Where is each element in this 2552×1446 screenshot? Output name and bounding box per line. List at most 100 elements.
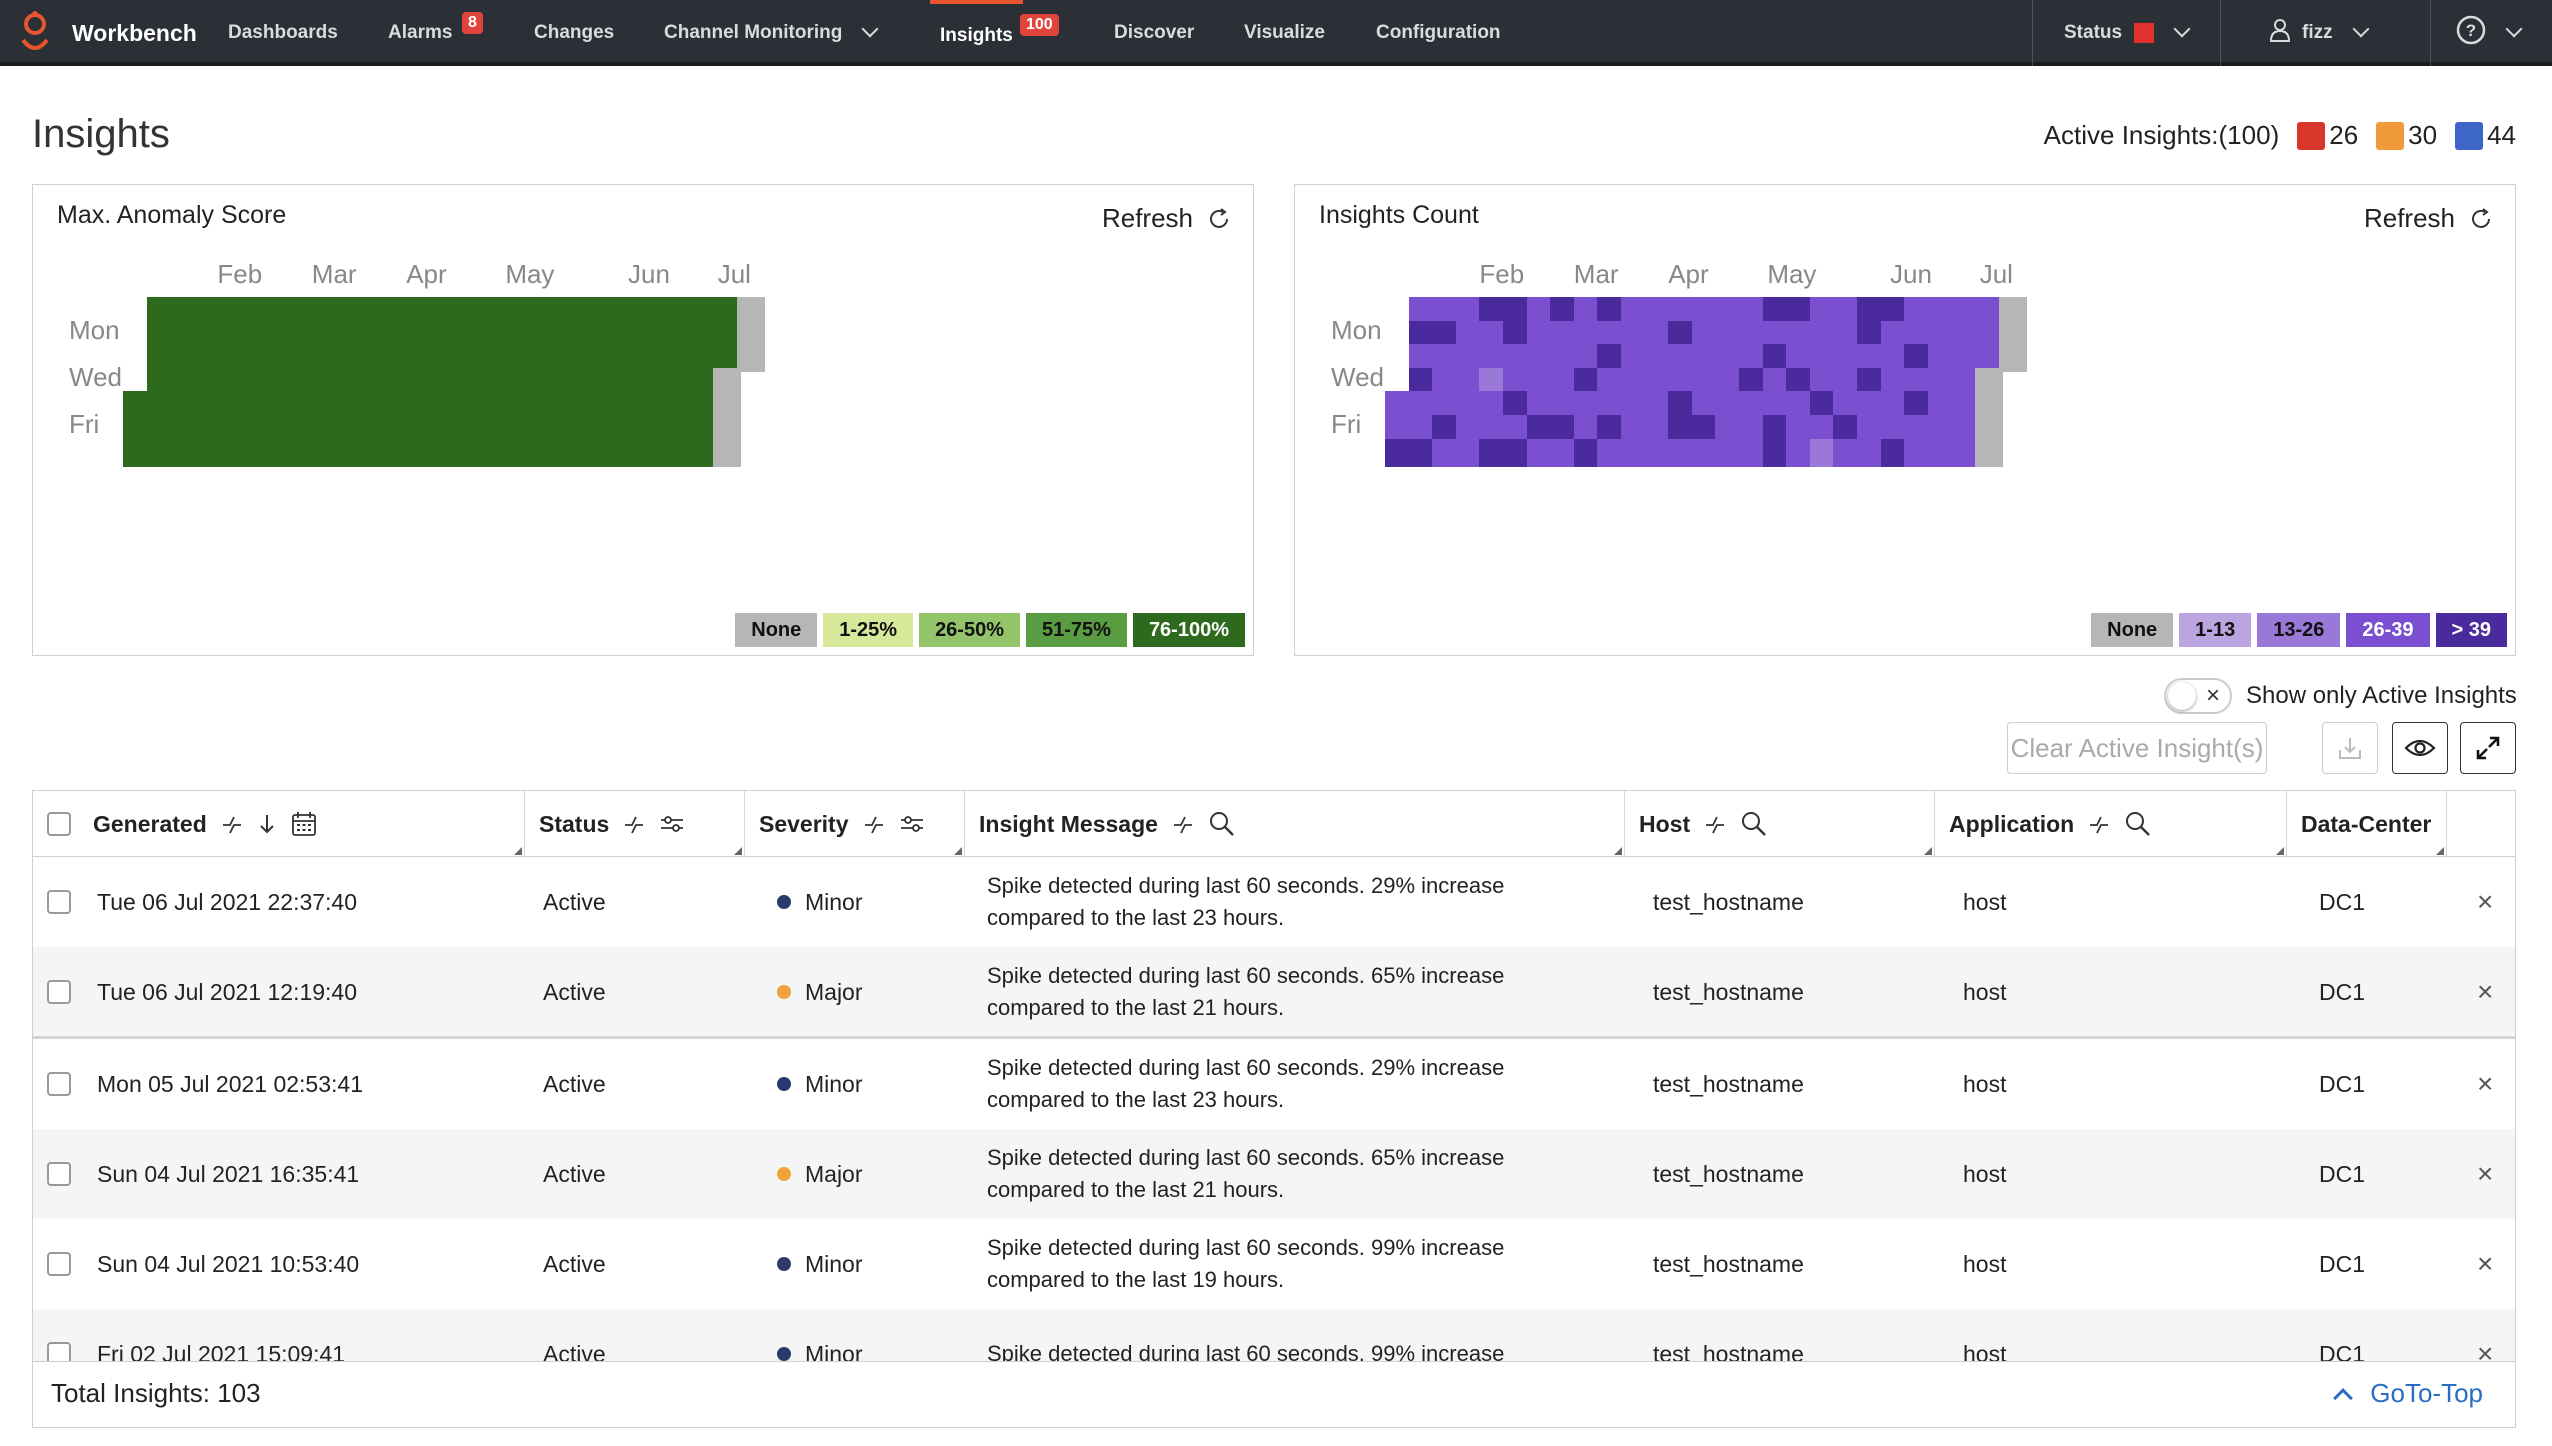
resize-handle[interactable] — [514, 847, 522, 855]
heatmap-cell[interactable] — [1550, 320, 1579, 349]
heatmap-cell[interactable] — [1668, 415, 1697, 443]
heatmap-cell[interactable] — [689, 438, 718, 467]
heatmap-cell[interactable] — [736, 344, 765, 373]
nav-user-menu[interactable]: fizz — [2269, 0, 2370, 66]
heatmap-cell[interactable] — [1762, 415, 1791, 443]
heatmap-cell[interactable] — [170, 320, 199, 349]
heatmap-cell[interactable] — [429, 438, 458, 467]
heatmap-cell[interactable] — [193, 320, 222, 349]
heatmap-cell[interactable] — [1526, 391, 1555, 420]
filter-settings-icon[interactable] — [659, 813, 685, 835]
heatmap-cell[interactable] — [288, 438, 317, 467]
heatmap-cell[interactable] — [477, 438, 505, 467]
heatmap-cell[interactable] — [1951, 415, 1980, 443]
heatmap-cell[interactable] — [1597, 391, 1626, 420]
heatmap-cell[interactable] — [1927, 320, 1956, 349]
heatmap-cell[interactable] — [429, 415, 458, 443]
heatmap-cell[interactable] — [335, 344, 364, 373]
heatmap-cell[interactable] — [241, 438, 269, 467]
heatmap-cell[interactable] — [1526, 438, 1555, 467]
heatmap-cell[interactable] — [217, 415, 246, 443]
heatmap-cell[interactable] — [689, 297, 718, 325]
nav-status-menu[interactable]: Status — [2064, 0, 2191, 66]
filter-icon[interactable] — [623, 813, 645, 835]
heatmap-cell[interactable] — [382, 391, 411, 420]
heatmap-cell[interactable] — [123, 391, 151, 420]
heatmap-cell[interactable] — [1432, 391, 1461, 420]
heatmap-cell[interactable] — [1479, 438, 1508, 467]
heatmap-cell[interactable] — [595, 367, 623, 396]
heatmap-cell[interactable] — [264, 297, 293, 325]
heatmap-cell[interactable] — [1739, 297, 1767, 325]
clear-active-insights-button[interactable]: Clear Active Insight(s) — [2007, 722, 2267, 774]
heatmap-cell[interactable] — [193, 438, 222, 467]
heatmap-cell[interactable] — [1715, 415, 1744, 443]
heatmap-cell[interactable] — [1432, 367, 1461, 396]
heatmap-cell[interactable] — [1644, 320, 1673, 349]
heatmap-cell[interactable] — [500, 344, 529, 373]
heatmap-cell[interactable] — [1644, 438, 1673, 467]
active-only-toggle[interactable]: × — [2164, 678, 2232, 714]
heatmap-cell[interactable] — [1762, 438, 1791, 467]
heatmap-cell[interactable] — [1503, 415, 1531, 443]
heatmap-cell[interactable] — [429, 320, 458, 349]
heatmap-cell[interactable] — [170, 367, 199, 396]
close-icon[interactable]: × — [2477, 1158, 2494, 1189]
heatmap-cell[interactable] — [713, 391, 741, 420]
row-checkbox[interactable] — [47, 890, 71, 914]
heatmap-cell[interactable] — [1951, 344, 1980, 373]
heatmap-cell[interactable] — [288, 391, 317, 420]
heatmap-cell[interactable] — [123, 415, 151, 443]
heatmap-cell[interactable] — [1857, 367, 1885, 396]
heatmap-cell[interactable] — [382, 344, 411, 373]
brand[interactable]: Workbench — [18, 0, 197, 66]
download-button[interactable] — [2322, 722, 2378, 774]
heatmap-cell[interactable] — [500, 297, 529, 325]
heatmap-cell[interactable] — [477, 391, 505, 420]
heatmap-cell[interactable] — [382, 367, 411, 396]
heatmap-cell[interactable] — [1998, 320, 2027, 349]
heatmap-cell[interactable] — [642, 297, 671, 325]
heatmap-cell[interactable] — [1975, 297, 2003, 325]
heatmap-cell[interactable] — [1975, 415, 2003, 443]
heatmap-cell[interactable] — [288, 344, 317, 373]
heatmap-cell[interactable] — [359, 391, 387, 420]
heatmap-cell[interactable] — [264, 320, 293, 349]
heatmap-cell[interactable] — [1479, 391, 1508, 420]
heatmap-cell[interactable] — [1975, 367, 2003, 396]
heatmap-cell[interactable] — [595, 320, 623, 349]
heatmap-cell[interactable] — [193, 344, 222, 373]
heatmap-cell[interactable] — [1691, 367, 1720, 396]
heatmap-cell[interactable] — [429, 344, 458, 373]
heatmap-cell[interactable] — [713, 344, 741, 373]
heatmap-cell[interactable] — [1621, 391, 1649, 420]
filter-icon[interactable] — [1172, 813, 1194, 835]
heatmap-cell[interactable] — [429, 391, 458, 420]
heatmap-cell[interactable] — [1809, 344, 1838, 373]
heatmap-cell[interactable] — [1691, 391, 1720, 420]
heatmap-cell[interactable] — [618, 344, 647, 373]
nav-discover[interactable]: Discover — [1114, 0, 1194, 66]
heatmap-cell[interactable] — [713, 367, 741, 396]
heatmap-cell[interactable] — [1833, 367, 1862, 396]
heatmap-cell[interactable] — [571, 367, 600, 396]
heatmap-cell[interactable] — [146, 320, 175, 349]
heatmap-cell[interactable] — [1833, 297, 1862, 325]
heatmap-cell[interactable] — [193, 391, 222, 420]
heatmap-cell[interactable] — [241, 391, 269, 420]
heatmap-cell[interactable] — [1975, 344, 2003, 373]
heatmap-cell[interactable] — [1904, 438, 1933, 467]
heatmap-cell[interactable] — [1951, 297, 1980, 325]
column-data-center[interactable]: Data-Center — [2287, 791, 2447, 857]
calendar-icon[interactable] — [291, 811, 317, 837]
filter-settings-icon[interactable] — [899, 813, 925, 835]
heatmap-cell[interactable] — [288, 415, 317, 443]
heatmap-cell[interactable] — [1597, 367, 1626, 396]
heatmap-cell[interactable] — [1573, 320, 1602, 349]
heatmap-cell[interactable] — [264, 391, 293, 420]
nav-visualize[interactable]: Visualize — [1244, 0, 1325, 66]
heatmap-cell[interactable] — [571, 320, 600, 349]
column-application[interactable]: Application — [1935, 791, 2287, 857]
heatmap-cell[interactable] — [500, 415, 529, 443]
heatmap-cell[interactable] — [406, 391, 435, 420]
